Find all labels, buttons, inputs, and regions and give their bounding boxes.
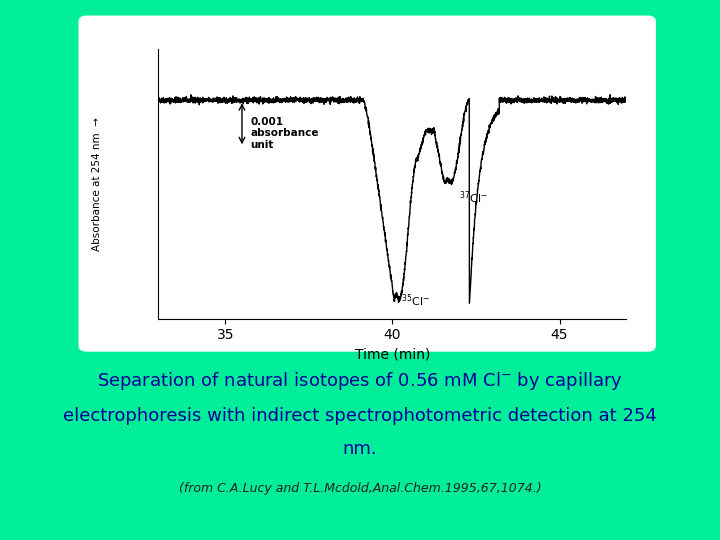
Text: electrophoresis with indirect spectrophotometric detection at 254: electrophoresis with indirect spectropho… <box>63 407 657 425</box>
Text: nm.: nm. <box>343 440 377 458</box>
Text: $^{37}$Cl$^{-}$: $^{37}$Cl$^{-}$ <box>459 190 488 206</box>
Text: $^{35}$Cl$^{-}$: $^{35}$Cl$^{-}$ <box>401 293 430 309</box>
Text: Separation of natural isotopes of 0.56 mM Cl$^{-}$ by capillary: Separation of natural isotopes of 0.56 m… <box>97 370 623 392</box>
Text: 0.001
absorbance
unit: 0.001 absorbance unit <box>251 117 319 150</box>
Text: (from C.A.Lucy and T.L.Mcdold,Anal.Chem.1995,67,1074.): (from C.A.Lucy and T.L.Mcdold,Anal.Chem.… <box>179 482 541 495</box>
X-axis label: Time (min): Time (min) <box>355 348 430 362</box>
Text: Absorbance at 254 nm  →: Absorbance at 254 nm → <box>92 117 102 251</box>
